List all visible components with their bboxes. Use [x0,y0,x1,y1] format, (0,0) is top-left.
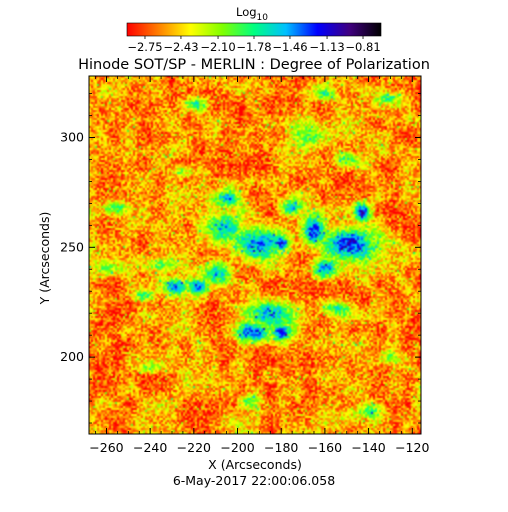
colorbar-tick-label: −2.43 [163,40,198,54]
x-axis-label: X (Arcseconds) [208,457,302,472]
colorbar-tick-label: −1.46 [272,40,307,54]
x-tick-label: −160 [308,440,342,455]
chart-title: Hinode SOT/SP - MERLIN : Degree of Polar… [78,57,430,73]
colorbar-gradient [126,22,382,37]
colorbar-tick-label: −2.10 [200,40,235,54]
y-axis-label: Y (Arcseconds) [37,212,52,306]
colorbar-ticks: −2.75 −2.43 −2.10 −1.78 −1.46 −1.13 −0.81 [127,36,381,54]
x-tick-label: −180 [264,440,298,455]
x-tick-label: −120 [395,440,429,455]
colorbar-label: Log10 [236,5,268,23]
x-tick-label: −240 [133,440,167,455]
heatmap-image [89,76,421,434]
y-axis: 200 250 300 [60,93,421,424]
y-tick-label: 200 [60,349,84,364]
plot-frame [88,75,422,435]
colorbar-tick-label: −2.75 [127,40,162,54]
colorbar-label-subscript: 10 [257,13,269,23]
y-tick-label: 300 [60,129,84,144]
y-tick-label: 250 [60,239,84,254]
x-axis: −260 −240 −220 −200 −180 −160 −140 −120 [89,76,429,455]
colorbar-tick-label: −1.13 [309,40,344,54]
x-tick-label: −200 [220,440,254,455]
x-tick-label: −220 [177,440,211,455]
colorbar-tick-label: −0.81 [345,40,380,54]
colorbar: Log10 −2.75 −2.43 −2.10 −1.78 −1.46 −1.13 −0.8… [126,5,382,54]
x-tick-label: −260 [89,440,123,455]
colorbar-tick-label: −1.78 [236,40,271,54]
x-tick-label: −140 [351,440,385,455]
plot-area: −260 −240 −220 −200 −180 −160 −140 −120 200 250 3… [60,75,429,455]
observation-timestamp: 6-May-2017 22:00:06.058 [173,473,335,488]
